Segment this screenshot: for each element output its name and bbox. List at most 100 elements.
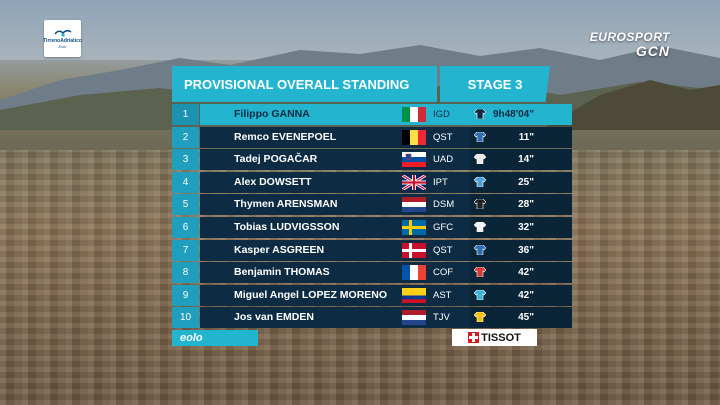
standings-row: 4 Alex DOWSETT IPT 25": [172, 171, 572, 193]
standings-table: 1 Filippo GANNA IGD 9h48'04" 2 Remco EVE…: [172, 104, 572, 330]
team-code: IGD: [433, 109, 450, 120]
rank-number: 4: [172, 171, 199, 193]
row-body: Tadej POGAČAR UAD 14": [200, 149, 572, 171]
broadcaster-logo: EUROSPORT GCN: [590, 30, 670, 59]
row-time-panel: [470, 216, 572, 238]
row-time-panel: [470, 171, 572, 193]
team-code: QST: [433, 131, 453, 143]
standings-row: 8 Benjamin THOMAS COF 42": [172, 262, 572, 284]
row-body: Remco EVENEPOEL QST 11": [200, 126, 572, 148]
team-jersey-icon: [474, 154, 486, 165]
rank-number: 5: [172, 194, 199, 216]
team-code: AST: [433, 289, 452, 301]
row-time-panel: [470, 307, 572, 329]
rank-number: 7: [172, 239, 199, 261]
standings-row: 9 Miguel Angel LOPEZ MORENO AST 42": [172, 284, 572, 306]
rank-number: 6: [172, 216, 199, 238]
stage-label: STAGE 3: [440, 66, 550, 102]
rider-name: Kasper ASGREEN: [234, 243, 325, 256]
team-code: GFC: [433, 221, 454, 233]
rider-name: Remco EVENEPOEL: [234, 130, 337, 143]
row-body: Benjamin THOMAS COF 42": [200, 262, 572, 284]
standings-row: 2 Remco EVENEPOEL QST 11": [172, 126, 572, 148]
gap-time: 9h48'04": [492, 109, 534, 120]
row-body: Miguel Angel LOPEZ MORENO AST 42": [200, 284, 572, 306]
team-jersey-icon: [474, 312, 486, 323]
nation-flag: [402, 152, 426, 168]
sky-background: [0, 0, 720, 60]
team-jersey-icon: [474, 199, 486, 210]
rider-name: Thymen ARENSMAN: [234, 198, 338, 211]
rank-number: 9: [172, 284, 199, 306]
broadcaster-name: EUROSPORT: [589, 30, 670, 44]
row-time-panel: [470, 262, 572, 284]
team-jersey-icon: [474, 289, 486, 300]
team-code: COF: [433, 267, 454, 279]
uk-flag-icon: [401, 173, 427, 192]
nation-flag: [401, 173, 427, 192]
team-jersey-icon: [474, 267, 486, 278]
colombia-flag-icon: [402, 287, 426, 303]
france-flag-icon: [402, 265, 426, 281]
race-logo: TirrenoAdriatico Eolo: [43, 20, 82, 57]
rider-name: Tobias LUDVIGSSON: [234, 220, 340, 233]
rank-number: 8: [172, 262, 199, 284]
swiss-cross-icon: [468, 332, 480, 343]
standings-row: 7 Kasper ASGREEN QST 36": [172, 239, 572, 261]
team-code: TJV: [433, 312, 450, 324]
row-time-panel: [470, 239, 572, 261]
nation-flag: [402, 265, 426, 281]
slovenia-flag-icon: [402, 152, 426, 168]
row-time-panel: [470, 194, 572, 216]
sponsor-tissot-label: TISSOT: [481, 331, 521, 344]
gap-time: 11": [518, 131, 534, 143]
rank-number: 3: [172, 149, 199, 171]
netherlands-flag-icon: [402, 197, 426, 213]
italy-flag-icon: [402, 107, 426, 122]
nation-flag: [402, 242, 426, 258]
netherlands-flag-icon: [402, 310, 426, 326]
row-body: Thymen ARENSMAN DSM 28": [200, 194, 572, 216]
broadcaster-subname: GCN: [635, 43, 670, 59]
row-time-panel: [470, 284, 572, 306]
row-body: Tobias LUDVIGSSON GFC 32": [200, 216, 572, 238]
row-time-panel: [470, 104, 572, 125]
standings-row: 5 Thymen ARENSMAN DSM 28": [172, 194, 572, 216]
nation-flag: [402, 219, 426, 235]
nation-flag: [402, 310, 426, 326]
standings-row: 3 Tadej POGAČAR UAD 14": [172, 149, 572, 171]
rider-name: Filippo GANNA: [234, 108, 310, 120]
gap-time: 28": [518, 199, 534, 211]
rank-number: 10: [172, 307, 199, 329]
rider-name: Miguel Angel LOPEZ MORENO: [234, 288, 388, 301]
gap-time: 25": [518, 176, 534, 188]
team-jersey-icon: [474, 131, 486, 142]
nation-flag: [402, 287, 426, 303]
race-logo-sponsor: Eolo: [58, 44, 67, 49]
race-logo-icon: [53, 29, 71, 37]
rider-name: Alex DOWSETT: [234, 175, 312, 188]
row-body: Alex DOWSETT IPT 25": [200, 171, 572, 193]
team-jersey-icon: [474, 221, 486, 232]
team-jersey-icon: [474, 109, 486, 119]
gap-time: 45": [518, 312, 534, 324]
nation-flag: [402, 129, 426, 145]
rider-name: Tadej POGAČAR: [234, 153, 318, 166]
rider-name: Benjamin THOMAS: [234, 266, 330, 279]
row-body: Jos van EMDEN TJV 45": [200, 307, 572, 329]
standings-row: 10 Jos van EMDEN TJV 45": [172, 307, 572, 329]
nation-flag: [402, 107, 426, 122]
standings-title: PROVISIONAL OVERALL STANDING: [172, 66, 437, 102]
row-body: Filippo GANNA IGD 9h48'04": [200, 104, 572, 125]
nation-flag: [402, 197, 426, 213]
belgium-flag-icon: [402, 129, 426, 145]
team-code: QST: [433, 244, 453, 256]
standings-row: 1 Filippo GANNA IGD 9h48'04": [172, 104, 572, 125]
denmark-flag-icon: [402, 242, 426, 258]
rider-name: Jos van EMDEN: [234, 311, 314, 324]
row-time-panel: [470, 149, 572, 171]
rank-number: 2: [172, 126, 199, 148]
row-body: Kasper ASGREEN QST 36": [200, 239, 572, 261]
gap-time: 42": [518, 267, 534, 279]
sponsor-eolo: eolo: [172, 330, 258, 346]
